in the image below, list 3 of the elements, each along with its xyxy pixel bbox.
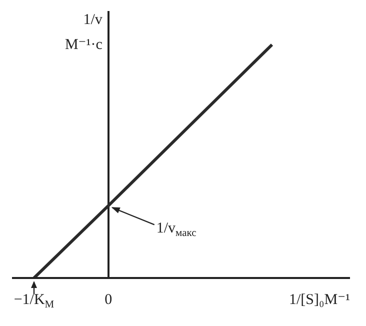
x-axis-title: 1/[S]₀M⁻¹ bbox=[289, 292, 350, 308]
y-axis-title: 1/v M⁻¹·c bbox=[64, 12, 103, 53]
x-tick-label: 0 bbox=[104, 292, 112, 308]
